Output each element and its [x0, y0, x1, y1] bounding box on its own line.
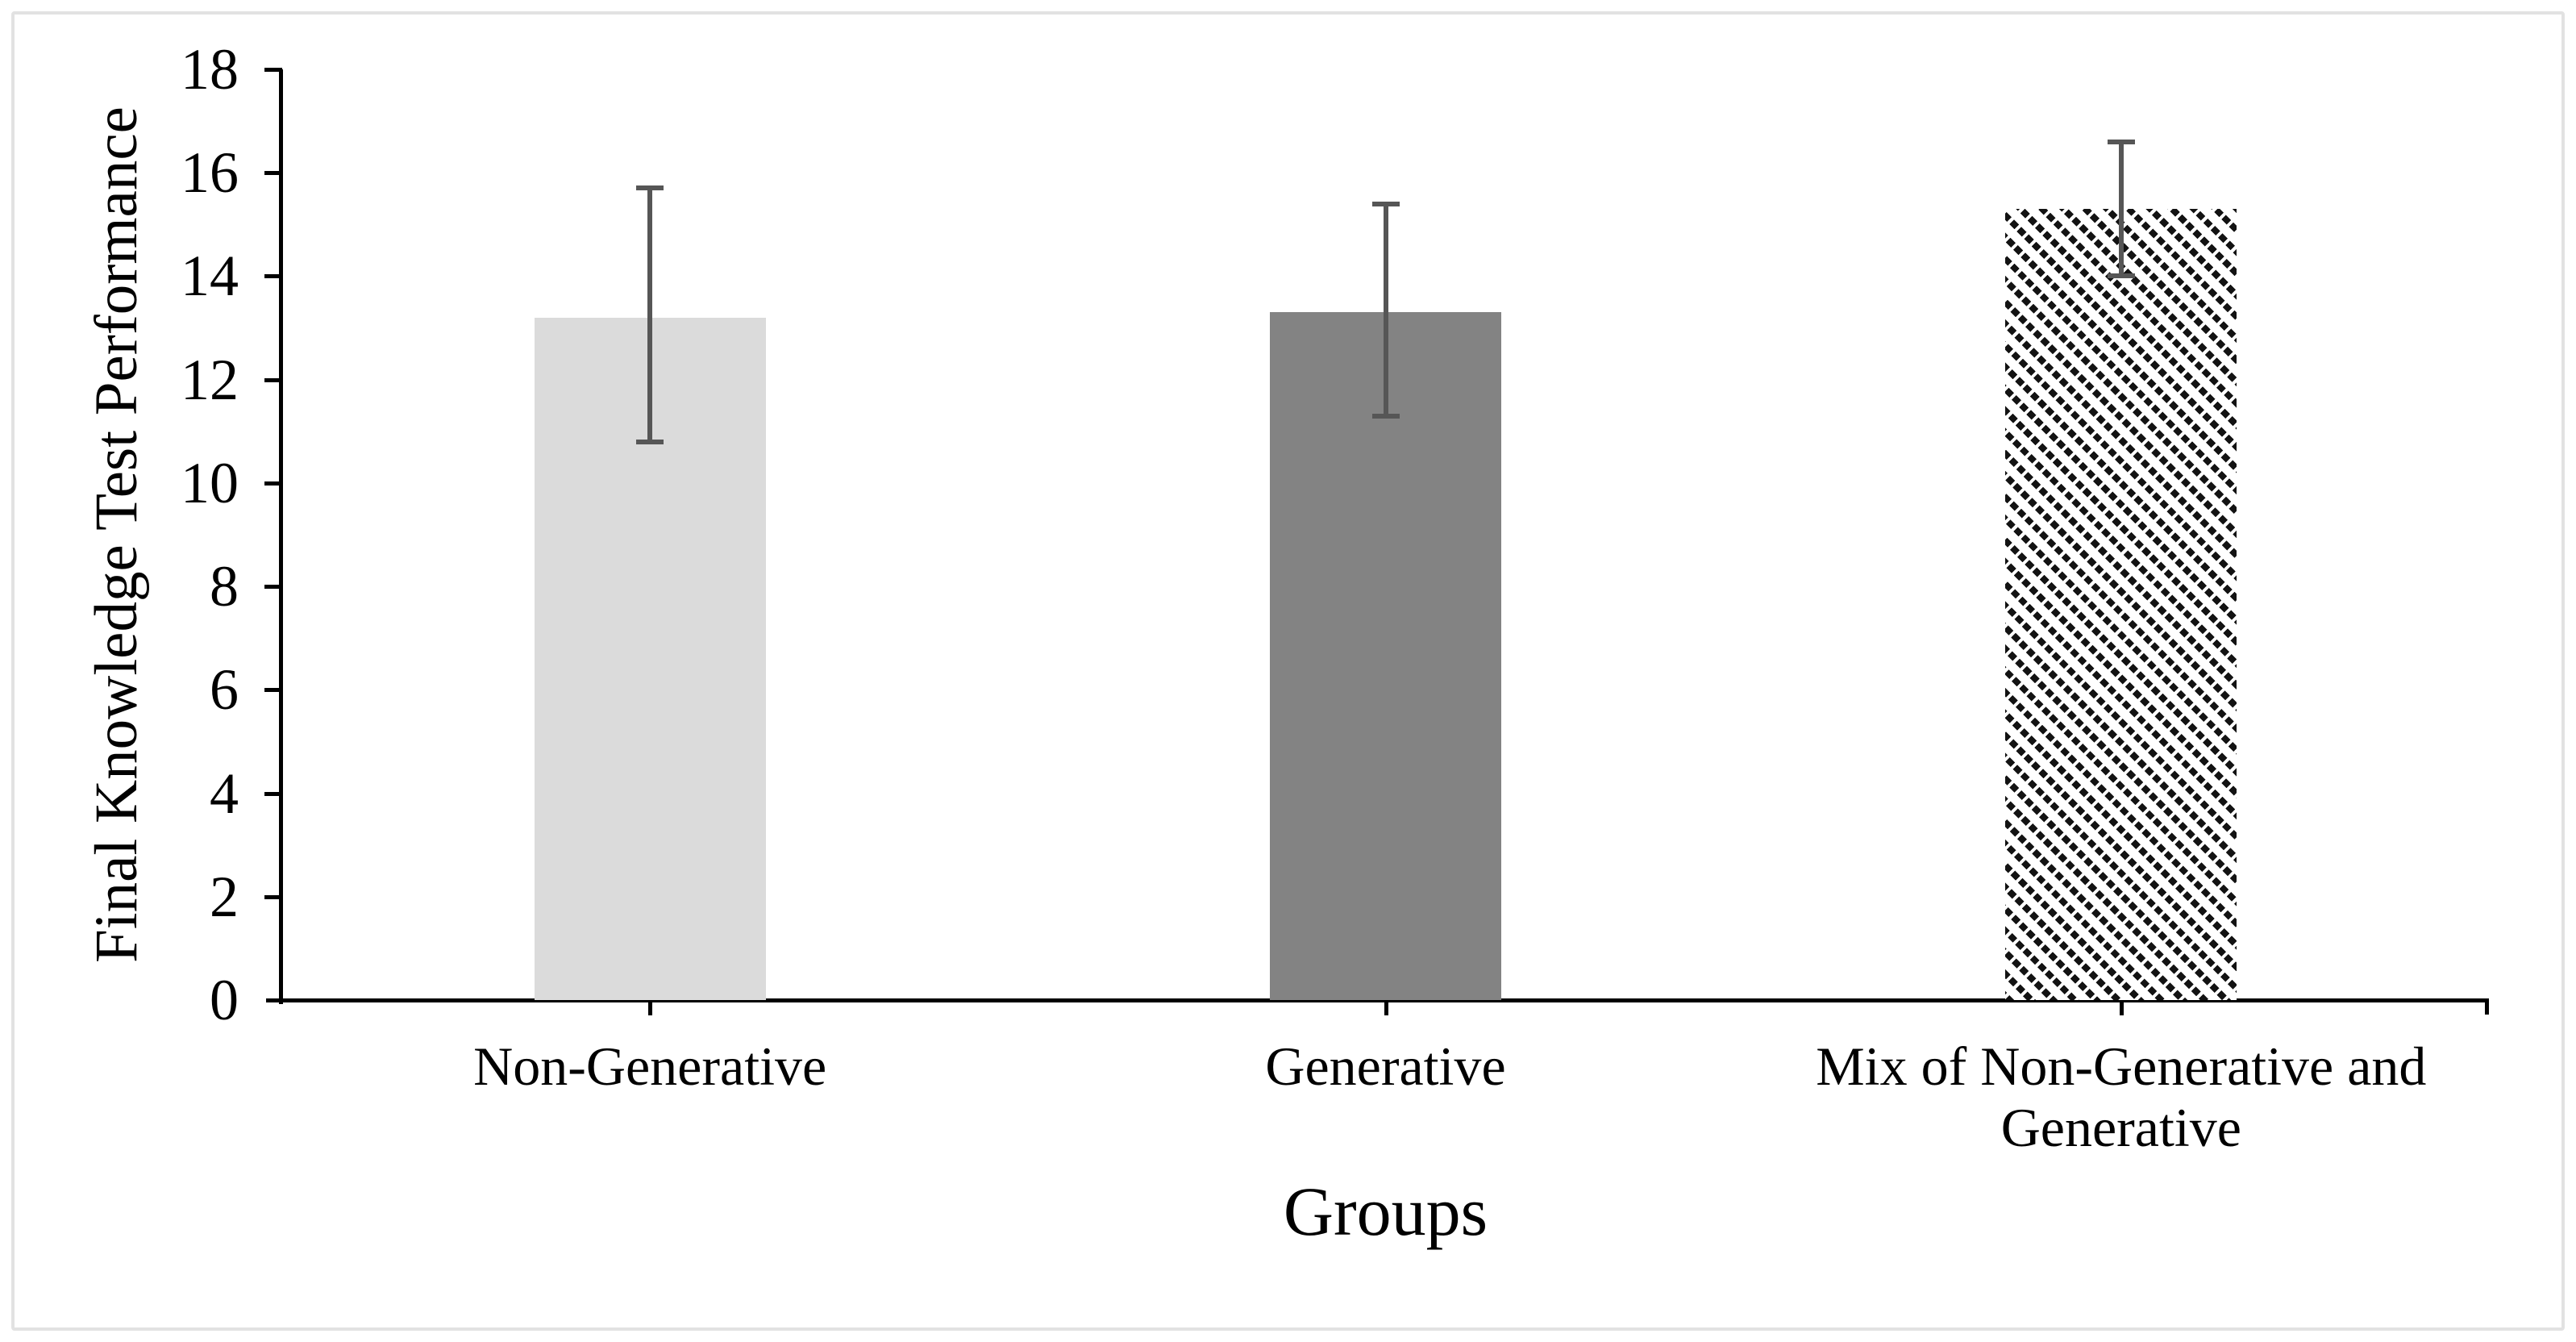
- y-tick: [264, 894, 282, 899]
- y-tick: [264, 481, 282, 486]
- x-axis-line: [266, 998, 2489, 1002]
- y-tick-label: 4: [210, 761, 239, 826]
- y-tick-label: 0: [210, 968, 239, 1032]
- x-axis-title: Groups: [1283, 1173, 1488, 1250]
- y-tick: [264, 585, 282, 590]
- y-tick: [264, 171, 282, 176]
- category-label: Generative: [1265, 1036, 1506, 1097]
- y-axis-title: Final Knowledge Test Performance: [83, 106, 150, 963]
- error-bar-cap: [2107, 273, 2135, 279]
- y-tick-label: 14: [181, 244, 239, 309]
- y-tick-label: 18: [181, 37, 239, 102]
- error-bar-cap: [636, 185, 664, 191]
- y-tick: [264, 274, 282, 279]
- error-bar-cap: [1371, 201, 1400, 206]
- error-bar: [1383, 203, 1388, 416]
- error-bar: [2118, 141, 2124, 277]
- error-bar: [647, 188, 653, 442]
- y-tick: [264, 68, 282, 72]
- x-tick: [1384, 1002, 1388, 1015]
- y-axis-line: [279, 69, 283, 1004]
- y-tick: [264, 377, 282, 382]
- y-tick: [264, 791, 282, 796]
- y-tick-label: 16: [181, 140, 239, 206]
- error-bar-cap: [2107, 139, 2135, 144]
- error-bar-cap: [636, 439, 664, 444]
- x-tick: [648, 1002, 653, 1015]
- category-label: Mix of Non-Generative and Generative: [1816, 1036, 2427, 1158]
- error-bar-cap: [1371, 413, 1400, 419]
- category-label: Non-Generative: [473, 1036, 827, 1097]
- bar-2: [1270, 312, 1501, 1000]
- y-tick-label: 8: [210, 554, 239, 619]
- y-tick-label: 10: [181, 450, 239, 515]
- x-tick: [2119, 1002, 2124, 1015]
- bar-3: [2005, 209, 2237, 1000]
- y-tick-label: 12: [181, 347, 239, 412]
- x-axis-end-tick: [2485, 1000, 2489, 1015]
- y-tick-label: 6: [210, 657, 239, 723]
- y-tick-label: 2: [210, 864, 239, 929]
- y-tick: [264, 688, 282, 693]
- figure-border: [11, 11, 2565, 1331]
